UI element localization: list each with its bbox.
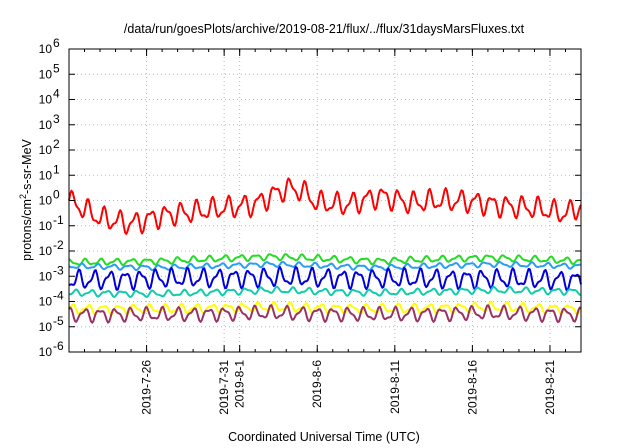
x-tick-label: 2019-8-11 [388, 360, 402, 414]
x-tick-label: 2019-8-1 [233, 360, 247, 408]
y-tick-exponent: -6 [53, 339, 64, 353]
y-tick-exponent: -3 [53, 263, 64, 277]
series-line [68, 300, 582, 316]
y-tick-label: 10 [39, 168, 53, 182]
series-line [68, 253, 582, 266]
y-tick-label: 10 [39, 345, 53, 359]
series-line [68, 285, 581, 298]
y-tick-label: 10 [39, 320, 53, 334]
series-line [68, 260, 582, 272]
x-tick-labels: 2019-7-26 2019-7-31 2019-8-1 2019-8-6 2019-8… [140, 360, 557, 415]
y-tick-exponent: 2 [53, 137, 60, 151]
y-tick-label: 10 [39, 67, 53, 81]
series-line [68, 177, 582, 235]
y-axis-label: protons/cm2-s-sr-MeV [18, 138, 34, 260]
y-tick-label: 10 [39, 93, 53, 107]
chart-title: /data/run/goesPlots/archive/2019-08-21/f… [124, 22, 525, 36]
y-tick-exponent: 3 [53, 112, 60, 126]
y-tick-label: 10 [39, 118, 53, 132]
y-tick-label: 10 [39, 143, 53, 157]
y-tick-exponent: -4 [53, 289, 64, 303]
y-tick-exponent: 1 [53, 162, 60, 176]
x-axis-label: Coordinated Universal Time (UTC) [228, 430, 420, 444]
x-tick-label: 2019-8-21 [543, 360, 557, 415]
y-tick-exponent: -1 [53, 213, 64, 227]
y-tick-label: 10 [39, 244, 53, 258]
y-tick-label: 10 [39, 295, 53, 309]
y-tick-exponent: -5 [53, 314, 64, 328]
series-line [68, 265, 582, 292]
y-tick-exponent: 6 [53, 36, 60, 50]
x-tick-label: 2019-7-26 [140, 360, 154, 415]
y-tick-label: 10 [39, 269, 53, 283]
y-tick-exponent: 5 [53, 61, 60, 75]
y-tick-labels: 10 -610 -510 -410 -310 -210 -110 010 110 210 310 41… [39, 36, 64, 359]
y-tick-exponent: 0 [53, 188, 60, 202]
series-group [68, 177, 582, 324]
y-tick-label: 10 [39, 42, 53, 56]
axis-ticks [68, 48, 582, 353]
y-tick-exponent: 4 [53, 87, 60, 101]
y-tick-label: 10 [39, 219, 53, 233]
y-tick-exponent: -2 [53, 238, 64, 252]
x-tick-label: 2019-8-6 [310, 360, 324, 408]
x-tick-label: 2019-7-31 [217, 360, 231, 415]
x-tick-label: 2019-8-16 [465, 360, 479, 415]
y-tick-label: 10 [39, 194, 53, 208]
series-line [68, 304, 582, 324]
